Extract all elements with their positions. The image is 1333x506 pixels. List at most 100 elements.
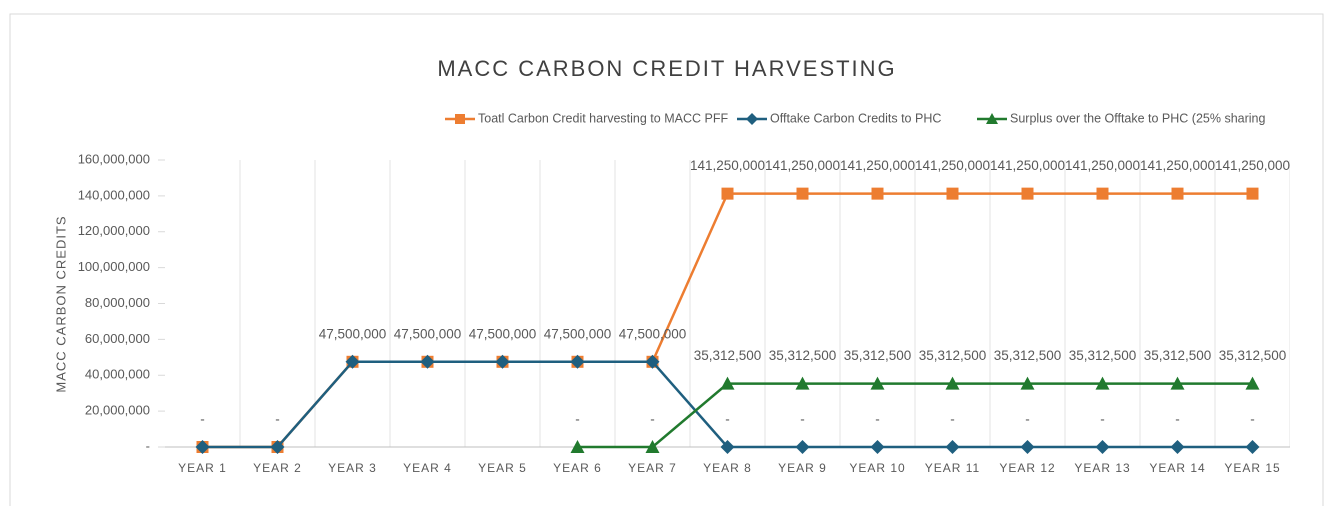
marker xyxy=(1096,187,1109,200)
marker xyxy=(870,440,885,454)
data-label: - xyxy=(725,412,730,427)
data-label: 47,500,000 xyxy=(394,326,462,341)
data-label: - xyxy=(200,412,205,427)
x-tick-label: YEAR 8 xyxy=(703,461,752,475)
y-tick-label: 120,000,000 xyxy=(78,223,150,238)
marker xyxy=(195,440,210,454)
data-label: 47,500,000 xyxy=(544,326,612,341)
marker xyxy=(1245,376,1260,390)
marker xyxy=(1170,440,1185,454)
legend-marker xyxy=(986,113,998,124)
y-tick-label: 160,000,000 xyxy=(78,151,150,166)
marker xyxy=(1170,376,1185,390)
data-label: - xyxy=(1025,412,1030,427)
x-tick-label: YEAR 1 xyxy=(178,461,227,475)
x-tick-label: YEAR 11 xyxy=(925,461,980,475)
data-label: 141,250,000 xyxy=(1215,158,1290,173)
x-tick-label: YEAR 9 xyxy=(778,461,827,475)
marker xyxy=(1021,187,1034,200)
marker xyxy=(1095,376,1110,390)
x-tick-label: YEAR 14 xyxy=(1149,461,1205,475)
data-label: - xyxy=(275,412,280,427)
y-tick-label: 100,000,000 xyxy=(78,259,150,274)
legend-item: Offtake Carbon Credits to PHC xyxy=(737,111,941,125)
y-tick-label: 80,000,000 xyxy=(85,295,150,310)
marker xyxy=(870,376,885,390)
data-label: - xyxy=(1175,412,1180,427)
marker xyxy=(796,187,809,200)
legend-label: Offtake Carbon Credits to PHC xyxy=(770,111,941,125)
marker xyxy=(1171,187,1184,200)
data-label: 141,250,000 xyxy=(990,158,1065,173)
marker xyxy=(871,187,884,200)
data-label: 141,250,000 xyxy=(840,158,915,173)
chart-title: MACC CARBON CREDIT HARVESTING xyxy=(437,56,896,81)
legend-marker xyxy=(455,114,465,124)
marker xyxy=(795,376,810,390)
data-label: - xyxy=(800,412,805,427)
marker xyxy=(945,440,960,454)
data-label: 35,312,500 xyxy=(769,348,837,363)
x-tick-label: YEAR 7 xyxy=(628,461,677,475)
marker xyxy=(1246,187,1259,200)
data-label: 141,250,000 xyxy=(915,158,990,173)
marker xyxy=(420,354,435,369)
marker xyxy=(570,354,585,369)
data-label: 47,500,000 xyxy=(319,326,387,341)
legend-label: Surplus over the Offtake to PHC (25% sha… xyxy=(1010,111,1265,125)
y-tick-label: 140,000,000 xyxy=(78,187,150,202)
x-tick-label: YEAR 6 xyxy=(553,461,602,475)
data-label: 47,500,000 xyxy=(469,326,537,341)
legend-item: Surplus over the Offtake to PHC (25% sha… xyxy=(977,111,1265,125)
series-line xyxy=(577,382,1253,449)
data-label: 47,500,000 xyxy=(619,326,687,341)
marker xyxy=(946,187,959,200)
data-label: 35,312,500 xyxy=(1144,348,1212,363)
marker xyxy=(645,440,660,453)
data-label: 141,250,000 xyxy=(765,158,840,173)
marker xyxy=(720,376,735,390)
x-tick-label: YEAR 5 xyxy=(478,461,527,475)
marker xyxy=(270,440,285,454)
data-label: 141,250,000 xyxy=(1140,158,1215,173)
legend-marker xyxy=(746,113,758,125)
legend-label: Toatl Carbon Credit harvesting to MACC P… xyxy=(478,111,728,125)
x-tick-label: YEAR 13 xyxy=(1074,461,1130,475)
data-label: - xyxy=(875,412,880,427)
plot: - - 47,500,000 47,500,000 47,500,000 47,500,0… xyxy=(158,158,1290,454)
marker xyxy=(795,440,810,454)
data-label: - xyxy=(1100,412,1105,427)
data-label: 141,250,000 xyxy=(1065,158,1140,173)
data-label: 35,312,500 xyxy=(994,348,1062,363)
x-tick-label: YEAR 10 xyxy=(849,461,905,475)
marker xyxy=(1020,440,1035,454)
marker xyxy=(721,187,734,200)
x-tick-label: YEAR 4 xyxy=(403,461,452,475)
x-tick-label: YEAR 2 xyxy=(253,461,302,475)
data-label: 35,312,500 xyxy=(919,348,987,363)
y-axis-title: MACC CARBON CREDITS xyxy=(53,215,68,392)
y-tick-label: 60,000,000 xyxy=(85,331,150,346)
marker xyxy=(720,440,735,454)
marker xyxy=(570,440,585,453)
data-label: - xyxy=(650,412,655,427)
data-label: 35,312,500 xyxy=(1069,348,1137,363)
data-label: - xyxy=(575,412,580,427)
y-tick-label: 20,000,000 xyxy=(85,403,150,418)
marker xyxy=(1020,376,1035,390)
data-label: - xyxy=(1250,412,1255,427)
x-tick-label: YEAR 15 xyxy=(1224,461,1280,475)
marker xyxy=(945,376,960,390)
legend-item: Toatl Carbon Credit harvesting to MACC P… xyxy=(445,111,728,125)
marker xyxy=(645,354,660,369)
marker xyxy=(345,354,360,369)
chart-frame xyxy=(9,13,1324,506)
marker xyxy=(1095,440,1110,454)
x-tick-label: YEAR 12 xyxy=(999,461,1055,475)
x-tick-label: YEAR 3 xyxy=(328,461,377,475)
marker xyxy=(495,354,510,369)
data-label: 141,250,000 xyxy=(690,158,765,173)
marker xyxy=(1245,440,1260,454)
y-tick-label: 40,000,000 xyxy=(85,367,150,382)
y-tick-label: - xyxy=(146,438,150,453)
